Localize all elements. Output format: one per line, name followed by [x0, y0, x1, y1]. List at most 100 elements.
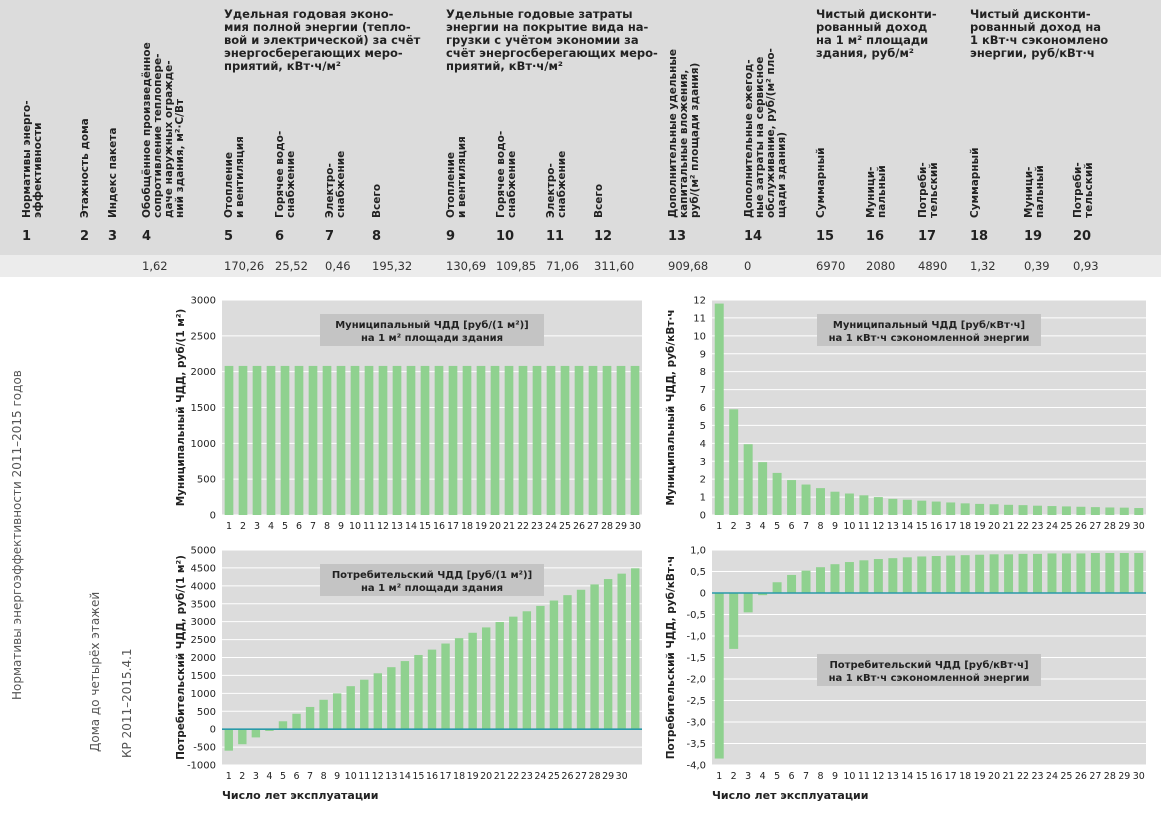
bar — [602, 365, 612, 515]
x-tick-label: 7 — [803, 771, 809, 782]
x-tick-label: 3 — [745, 521, 751, 532]
table-value-7: 0,46 — [325, 259, 351, 273]
x-tick-label: 19 — [974, 771, 986, 782]
x-tick-label: 21 — [1003, 521, 1015, 532]
x-tick-label: 21 — [1003, 771, 1015, 782]
x-tick-label: 28 — [1104, 521, 1116, 532]
y-tick-label: -1,5 — [686, 653, 706, 664]
bar — [224, 729, 233, 751]
bar — [518, 365, 528, 515]
x-tick-label: 9 — [334, 771, 340, 782]
x-tick-label: 23 — [1031, 771, 1043, 782]
y-tick-label: 1,0 — [690, 546, 706, 557]
bar — [350, 365, 360, 515]
x-tick-label: 26 — [561, 771, 573, 782]
y-tick-label: 3000 — [191, 296, 216, 307]
chart-title: Потребительский ЧДД [руб/(1 м²)] на 1 м² … — [332, 569, 532, 594]
bar — [816, 488, 825, 515]
bar — [332, 693, 342, 730]
bar — [490, 365, 500, 515]
bar — [308, 365, 318, 515]
bar — [859, 560, 869, 593]
x-tick-label: 7 — [310, 521, 316, 532]
bar — [292, 713, 301, 730]
y-tick-label: 0 — [210, 511, 216, 522]
bar — [563, 595, 572, 730]
bar — [1061, 506, 1071, 515]
bar — [1134, 508, 1144, 515]
y-tick-label: 1 — [700, 493, 706, 504]
x-tick-label: 5 — [280, 771, 286, 782]
column-number-7: 7 — [325, 229, 335, 244]
bar — [1105, 553, 1115, 593]
x-tick-label: 4 — [760, 521, 766, 532]
bar — [392, 365, 402, 515]
bar — [787, 574, 797, 593]
x-tick-label: 22 — [1017, 771, 1029, 782]
bar — [801, 484, 811, 515]
y-tick-label: 6 — [700, 403, 706, 414]
x-tick-label: 18 — [461, 521, 473, 532]
table-header — [0, 0, 1161, 255]
bar — [378, 365, 388, 515]
x-tick-label: 3 — [254, 521, 260, 532]
x-tick-label: 13 — [385, 771, 397, 782]
bar — [630, 365, 640, 515]
x-tick-label: 13 — [887, 521, 899, 532]
y-tick-label: -3,5 — [686, 739, 706, 750]
bar — [238, 729, 247, 745]
x-tick-label: 15 — [419, 521, 431, 532]
table-values-row — [0, 255, 1161, 277]
bar — [989, 554, 999, 593]
y-tick-label: 10 — [693, 331, 706, 342]
bar — [772, 582, 782, 593]
x-tick-label: 17 — [945, 521, 957, 532]
bar — [441, 643, 450, 730]
bar — [266, 365, 276, 515]
x-tick-label: 2 — [731, 521, 737, 532]
x-tick-label: 18 — [959, 771, 971, 782]
bar — [1033, 505, 1042, 515]
bar — [468, 632, 477, 730]
x-tick-label: 18 — [959, 521, 971, 532]
x-tick-label: 26 — [1075, 771, 1087, 782]
x-tick-label: 12 — [872, 771, 884, 782]
bar — [888, 498, 898, 515]
bar — [434, 365, 444, 515]
x-tick-label: 5 — [282, 521, 288, 532]
bar — [495, 622, 504, 730]
chart-title: Муниципальный ЧДД [руб/кВт·ч] на 1 кВт·ч … — [829, 319, 1030, 344]
x-tick-label: 24 — [545, 521, 557, 532]
y-tick-label: 4000 — [191, 581, 216, 592]
group-header-4: Чистый дисконти- рованный доход на 1 кВт… — [970, 7, 1109, 60]
column-number-15: 15 — [816, 229, 835, 244]
bar — [830, 491, 840, 515]
x-tick-label: 8 — [817, 771, 823, 782]
x-tick-label: 28 — [601, 521, 613, 532]
bar — [859, 495, 869, 515]
y-tick-label: 9 — [700, 349, 706, 360]
bar — [252, 365, 262, 515]
bar — [522, 611, 532, 730]
y-tick-label: 0 — [700, 511, 706, 522]
table-value-18: 1,32 — [970, 259, 996, 273]
bar — [336, 365, 346, 515]
x-tick-label: 8 — [321, 771, 327, 782]
y-tick-label: 3000 — [191, 617, 216, 628]
x-tick-label: 24 — [1046, 521, 1058, 532]
bar — [902, 499, 912, 515]
x-tick-label: 4 — [760, 771, 766, 782]
x-tick-label: 20 — [988, 521, 1000, 532]
x-tick-label: 18 — [453, 771, 465, 782]
x-tick-label: 4 — [268, 521, 274, 532]
bar — [873, 497, 883, 515]
x-tick-label: 10 — [843, 771, 855, 782]
bar — [360, 679, 369, 730]
x-tick-label: 20 — [988, 771, 1000, 782]
y-tick-label: 5000 — [191, 546, 216, 557]
table-value-17: 4890 — [918, 259, 948, 273]
bar — [387, 667, 396, 730]
column-number-13: 13 — [668, 229, 687, 244]
